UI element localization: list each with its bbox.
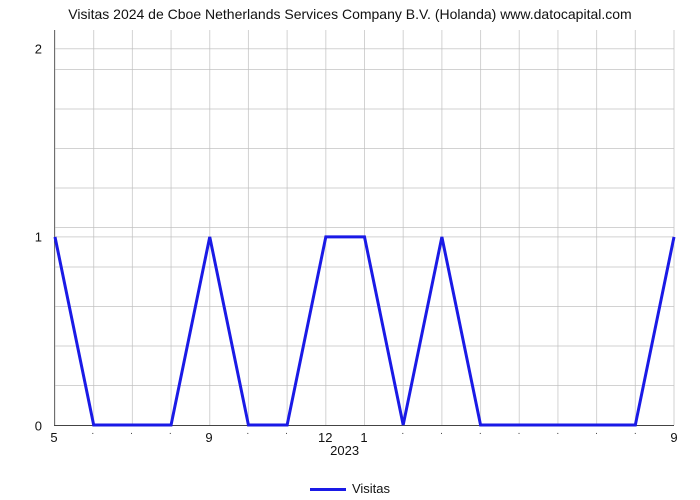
x-year-label: 2023 <box>330 443 359 458</box>
x-minor-tick: · <box>440 430 443 439</box>
x-minor-tick: · <box>246 430 249 439</box>
x-minor-tick: · <box>634 430 637 439</box>
x-minor-tick: · <box>479 430 482 439</box>
y-axis: 012 <box>0 30 48 426</box>
legend-swatch <box>310 488 346 491</box>
x-tick-label: 5 <box>50 430 57 445</box>
x-axis: 591219············2023 <box>54 428 674 468</box>
x-minor-tick: · <box>556 430 559 439</box>
x-tick-label: 9 <box>205 430 212 445</box>
plot-svg <box>55 30 674 425</box>
x-tick-label: 9 <box>670 430 677 445</box>
x-minor-tick: · <box>285 430 288 439</box>
x-tick-label: 1 <box>360 430 367 445</box>
chart-container: Visitas 2024 de Cboe Netherlands Service… <box>0 0 700 500</box>
plot-area <box>54 30 674 426</box>
y-tick-label: 2 <box>35 41 42 56</box>
y-tick-label: 0 <box>35 419 42 434</box>
x-minor-tick: · <box>401 430 404 439</box>
chart-title: Visitas 2024 de Cboe Netherlands Service… <box>0 6 700 22</box>
x-minor-tick: · <box>169 430 172 439</box>
y-tick-label: 1 <box>35 230 42 245</box>
x-minor-tick: · <box>517 430 520 439</box>
x-minor-tick: · <box>91 430 94 439</box>
x-minor-tick: · <box>595 430 598 439</box>
x-minor-tick: · <box>130 430 133 439</box>
legend-label: Visitas <box>352 481 390 496</box>
legend: Visitas <box>0 481 700 496</box>
